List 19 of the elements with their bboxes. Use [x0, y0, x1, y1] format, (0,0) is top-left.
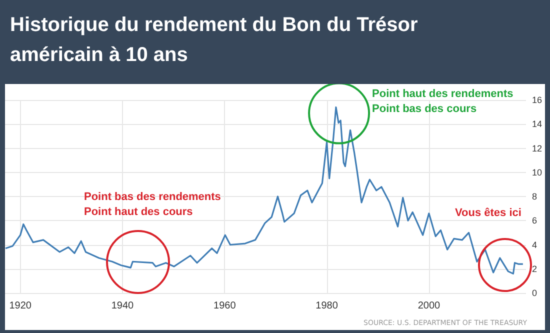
y-tick-label: 2 [532, 264, 538, 274]
line-series [5, 106, 524, 274]
annotation: Point bas des rendements Point haut des cours [84, 190, 221, 220]
y-tick-label: 14 [532, 119, 542, 130]
annotation: Point haut des rendements Point bas des cours [372, 87, 514, 118]
x-tick-label: 1980 [316, 300, 338, 312]
annotation: Vous êtes ici [455, 206, 522, 221]
x-tick-label: 1940 [111, 300, 134, 312]
x-tick-label: 1960 [214, 300, 236, 312]
x-tick-label: 1920 [9, 300, 32, 312]
x-tick-label: 2000 [418, 300, 440, 312]
y-tick-label: 6 [532, 216, 538, 226]
y-tick-label: 12 [532, 143, 542, 154]
chart-title: Historique du rendement du Bon du Trésor américain à 10 ans [10, 13, 419, 68]
y-tick-label: 10 [532, 167, 542, 178]
y-tick-label: 0 [532, 288, 538, 298]
y-tick-label: 8 [532, 192, 538, 202]
y-tick-label: 16 [532, 95, 542, 105]
y-tick-label: 4 [532, 240, 538, 250]
